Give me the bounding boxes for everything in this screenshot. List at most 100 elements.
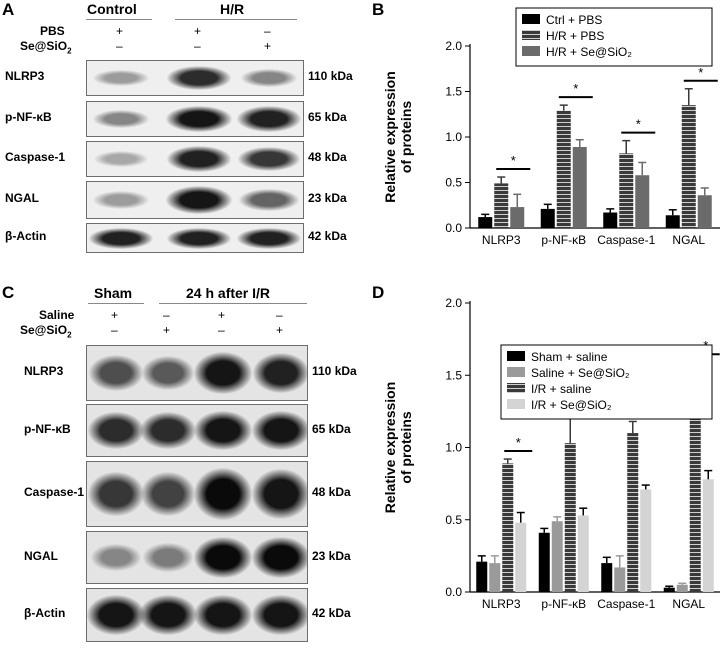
blot-band (139, 594, 197, 636)
blot-band (88, 471, 144, 517)
molecular-weight-label: 65 kDa (312, 421, 351, 436)
blot-strip (86, 404, 308, 457)
treatment-mark: + (194, 24, 202, 38)
legend-box (515, 7, 713, 67)
bar (489, 563, 501, 592)
legend-label: I/R + Se@SiO₂ (531, 398, 612, 412)
treatment-mark: – (163, 308, 170, 322)
treatment-label-pbs: PBS (40, 24, 65, 38)
y-axis-label-line: Relative expression (382, 382, 398, 514)
x-tick-label: NGAL (672, 597, 705, 611)
bar (510, 207, 525, 228)
blot-band (166, 186, 232, 214)
bar (681, 105, 696, 228)
y-tick-label: 2.0 (445, 39, 462, 53)
molecular-weight-label: 65 kDa (308, 110, 347, 124)
protein-label: p-NF-κB (5, 110, 52, 124)
x-tick-label: NLRP3 (482, 233, 521, 247)
bar (564, 443, 576, 592)
blot-band (194, 352, 252, 394)
blot-strip (86, 101, 304, 137)
molecular-weight-label: 42 kDa (312, 606, 351, 620)
bar (572, 147, 587, 228)
bar (494, 183, 509, 228)
bar (502, 463, 514, 592)
protein-label: NGAL (5, 191, 39, 205)
significance-star: * (573, 81, 578, 96)
x-tick-label: p-NF-κB (541, 233, 586, 247)
molecular-weight-label: 23 kDa (308, 191, 347, 205)
blot-band (252, 594, 307, 636)
blot-band (252, 352, 307, 394)
blot-band (88, 227, 154, 249)
y-tick-label: 1.0 (445, 130, 462, 144)
blot-strip (86, 60, 304, 96)
protein-label: NLRP3 (5, 69, 45, 83)
blot-band (166, 105, 232, 133)
significance-star: * (516, 435, 521, 450)
y-tick-label: 1.5 (445, 368, 462, 382)
treatment-mark: + (163, 323, 171, 337)
blot-band (93, 69, 149, 87)
bar (663, 587, 675, 592)
blot-band (194, 537, 252, 578)
bar-chart-d: 0.0 0.5 1.0 1.5 2.0 Relative expressionof pro… (382, 296, 720, 611)
panel-letter-b: B (372, 0, 385, 19)
legend-swatch (507, 399, 525, 409)
blot-band (237, 147, 301, 171)
legend-label: Saline + Se@SiO₂ (531, 366, 630, 380)
blot-band (194, 594, 252, 636)
blot-band (140, 472, 196, 516)
molecular-weight-label: 110 kDa (312, 364, 357, 378)
protein-label: p-NF-κB (24, 421, 71, 436)
group-underline-sham (88, 303, 144, 304)
panel-letter-c: C (2, 283, 15, 302)
blot-band (141, 356, 195, 390)
blot-strip (86, 223, 304, 253)
treatment-mark: – (276, 308, 283, 322)
y-tick-label: 1.0 (445, 441, 462, 455)
treatment-mark: + (116, 24, 124, 38)
treatment-mark: – (264, 24, 271, 38)
blot-band (92, 110, 150, 128)
blot-band (140, 412, 196, 449)
y-axis-label: Relative expressionof proteins (382, 71, 414, 203)
y-axis-label-line: of proteins (398, 101, 414, 174)
y-axis-label: Relative expressionof proteins (382, 382, 414, 514)
y-tick-label: 1.5 (445, 85, 462, 99)
x-tick-label: NGAL (672, 233, 705, 247)
legend-swatch (507, 351, 525, 361)
protein-label: NGAL (24, 548, 58, 563)
bar (551, 521, 563, 592)
bar (676, 584, 688, 592)
bar (614, 567, 626, 592)
x-tick-label: Caspase-1 (597, 233, 655, 247)
blot-strip (86, 531, 308, 584)
legend-swatch (507, 383, 525, 393)
y-tick-label: 0.5 (445, 176, 462, 190)
significance-star: * (636, 117, 641, 132)
legend-swatch (522, 30, 540, 40)
treatment-mark: + (218, 308, 226, 322)
group-underline-control (86, 19, 152, 20)
blot-strip (86, 141, 304, 177)
blot-band (236, 227, 302, 249)
panel-letter-d: D (372, 283, 385, 302)
legend-swatch (507, 367, 525, 377)
legend-label: I/R + saline (531, 382, 592, 396)
protein-label: β-Actin (24, 606, 66, 620)
legend-label: H/R + Se@SiO₂ (546, 45, 632, 59)
y-tick-label: 0.0 (445, 221, 462, 235)
bar (702, 479, 714, 592)
blot-band (239, 189, 299, 211)
group-underline-ir (159, 303, 307, 304)
significance-star: * (511, 153, 516, 168)
y-tick-label: 0.5 (445, 513, 462, 527)
blot-strip (86, 588, 308, 642)
bar (640, 489, 652, 592)
treatment-label-se: Se@SiO2 (20, 39, 72, 56)
legend-label: H/R + PBS (546, 29, 604, 43)
x-tick-label: NLRP3 (482, 597, 521, 611)
panel-letter-a: A (2, 0, 15, 19)
blot-band (142, 543, 194, 572)
